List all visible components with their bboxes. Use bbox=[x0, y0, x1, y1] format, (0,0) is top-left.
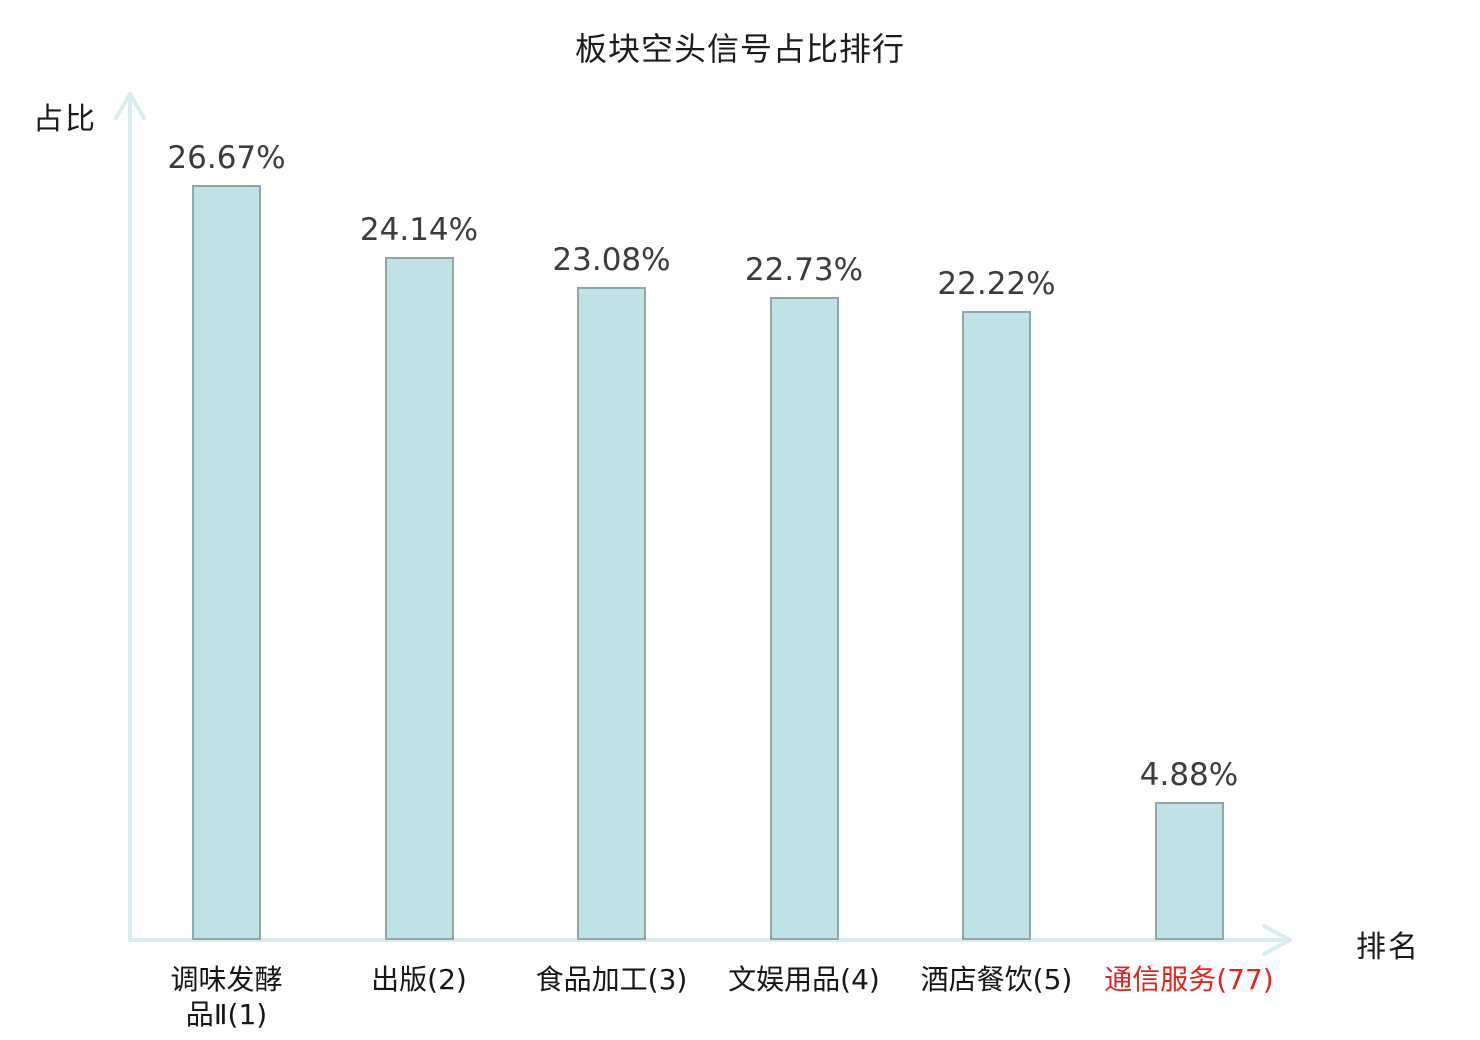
y-axis-arrow-icon bbox=[114, 92, 146, 120]
bar bbox=[1154, 801, 1224, 940]
bar-value-label: 26.67% bbox=[167, 139, 286, 176]
x-category-label-line: 通信服务(77) bbox=[1104, 963, 1274, 996]
bar-value-label: 4.88% bbox=[1139, 756, 1239, 793]
y-axis-title: 占比 bbox=[33, 102, 97, 137]
x-category-label-line: 出版(2) bbox=[371, 963, 467, 996]
bar bbox=[769, 296, 839, 940]
x-axis-title: 排名 bbox=[1356, 930, 1420, 965]
bar-value-label: 22.73% bbox=[744, 251, 864, 288]
bar bbox=[962, 310, 1031, 940]
bar bbox=[384, 256, 454, 940]
bar-value-label: 23.08% bbox=[552, 241, 671, 278]
x-category-label: 通信服务(77) bbox=[1074, 962, 1304, 997]
bar-value-label: 24.14% bbox=[359, 211, 479, 248]
x-category-label-line: 品Ⅱ(1) bbox=[185, 998, 268, 1031]
x-category-label: 酒店餐饮(5) bbox=[882, 962, 1112, 997]
x-axis-arrow-icon bbox=[1262, 924, 1292, 956]
bar bbox=[192, 184, 261, 940]
x-category-label-line: 酒店餐饮(5) bbox=[920, 963, 1073, 996]
x-category-label: 食品加工(3) bbox=[497, 962, 727, 997]
chart-title: 板块空头信号占比排行 bbox=[574, 30, 905, 68]
x-category-label-line: 调味发酵 bbox=[170, 963, 283, 996]
x-category-label: 调味发酵 品Ⅱ(1) bbox=[112, 962, 342, 1032]
bar bbox=[577, 286, 646, 940]
x-category-label-line: 食品加工(3) bbox=[535, 963, 688, 996]
x-category-label-line: 文娱用品(4) bbox=[728, 963, 880, 996]
x-category-label: 文娱用品(4) bbox=[689, 962, 919, 997]
bar-value-label: 22.22% bbox=[937, 265, 1056, 302]
x-category-label: 出版(2) bbox=[304, 962, 534, 997]
